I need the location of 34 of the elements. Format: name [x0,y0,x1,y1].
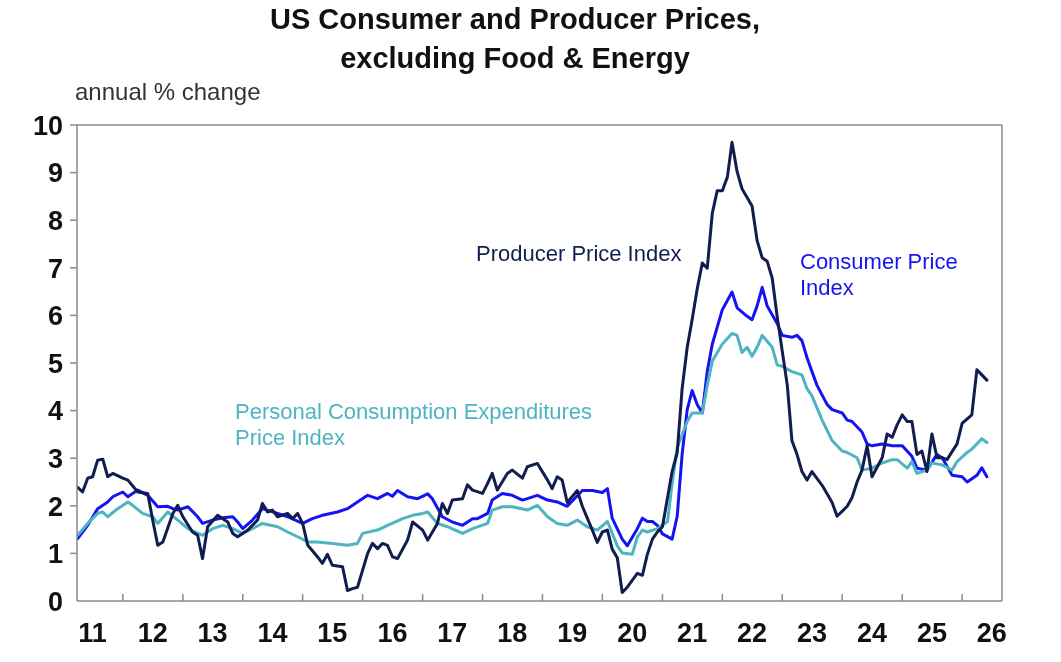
x-tick-label: 21 [677,617,708,648]
x-tick-label: 12 [137,617,168,648]
x-tick-label: 19 [557,617,588,648]
y-tick-label: 0 [47,586,63,617]
series-label: Consumer Price Index [800,249,959,301]
x-tick-label: 22 [737,617,768,648]
x-tick-label: 26 [976,617,1007,648]
x-tick-label: 14 [257,617,288,648]
x-tick-label: 20 [617,617,648,648]
y-tick-label: 10 [32,110,63,141]
x-tick-label: 23 [796,617,827,648]
chart-title: US Consumer and Producer Prices, excluding Food & Energy [269,2,761,76]
y-axis-title: annual % change [75,78,261,106]
y-tick-label: 2 [47,491,63,522]
y-tick-label: 5 [47,348,63,379]
x-tick-label: 15 [317,617,348,648]
x-tick-label: 24 [856,617,888,648]
y-tick-label: 1 [47,539,63,570]
x-tick-label: 18 [497,617,528,648]
x-tick-label: 25 [916,617,947,648]
x-tick-label: 16 [377,617,408,648]
x-tick-label: 17 [437,617,468,648]
y-tick-label: 3 [47,443,63,474]
y-tick-label: 6 [47,301,63,332]
x-tick-label: 13 [197,617,228,648]
x-tick-label: 11 [78,617,107,648]
y-tick-label: 8 [47,205,63,236]
series-label: Producer Price Index [476,241,683,267]
y-tick-label: 4 [47,396,63,427]
line-series [77,331,989,556]
y-tick-label: 7 [47,253,63,284]
text: Personal Consumption Expenditures Price Index [235,399,594,451]
line-series [77,140,989,594]
y-tick-label: 9 [47,158,63,189]
